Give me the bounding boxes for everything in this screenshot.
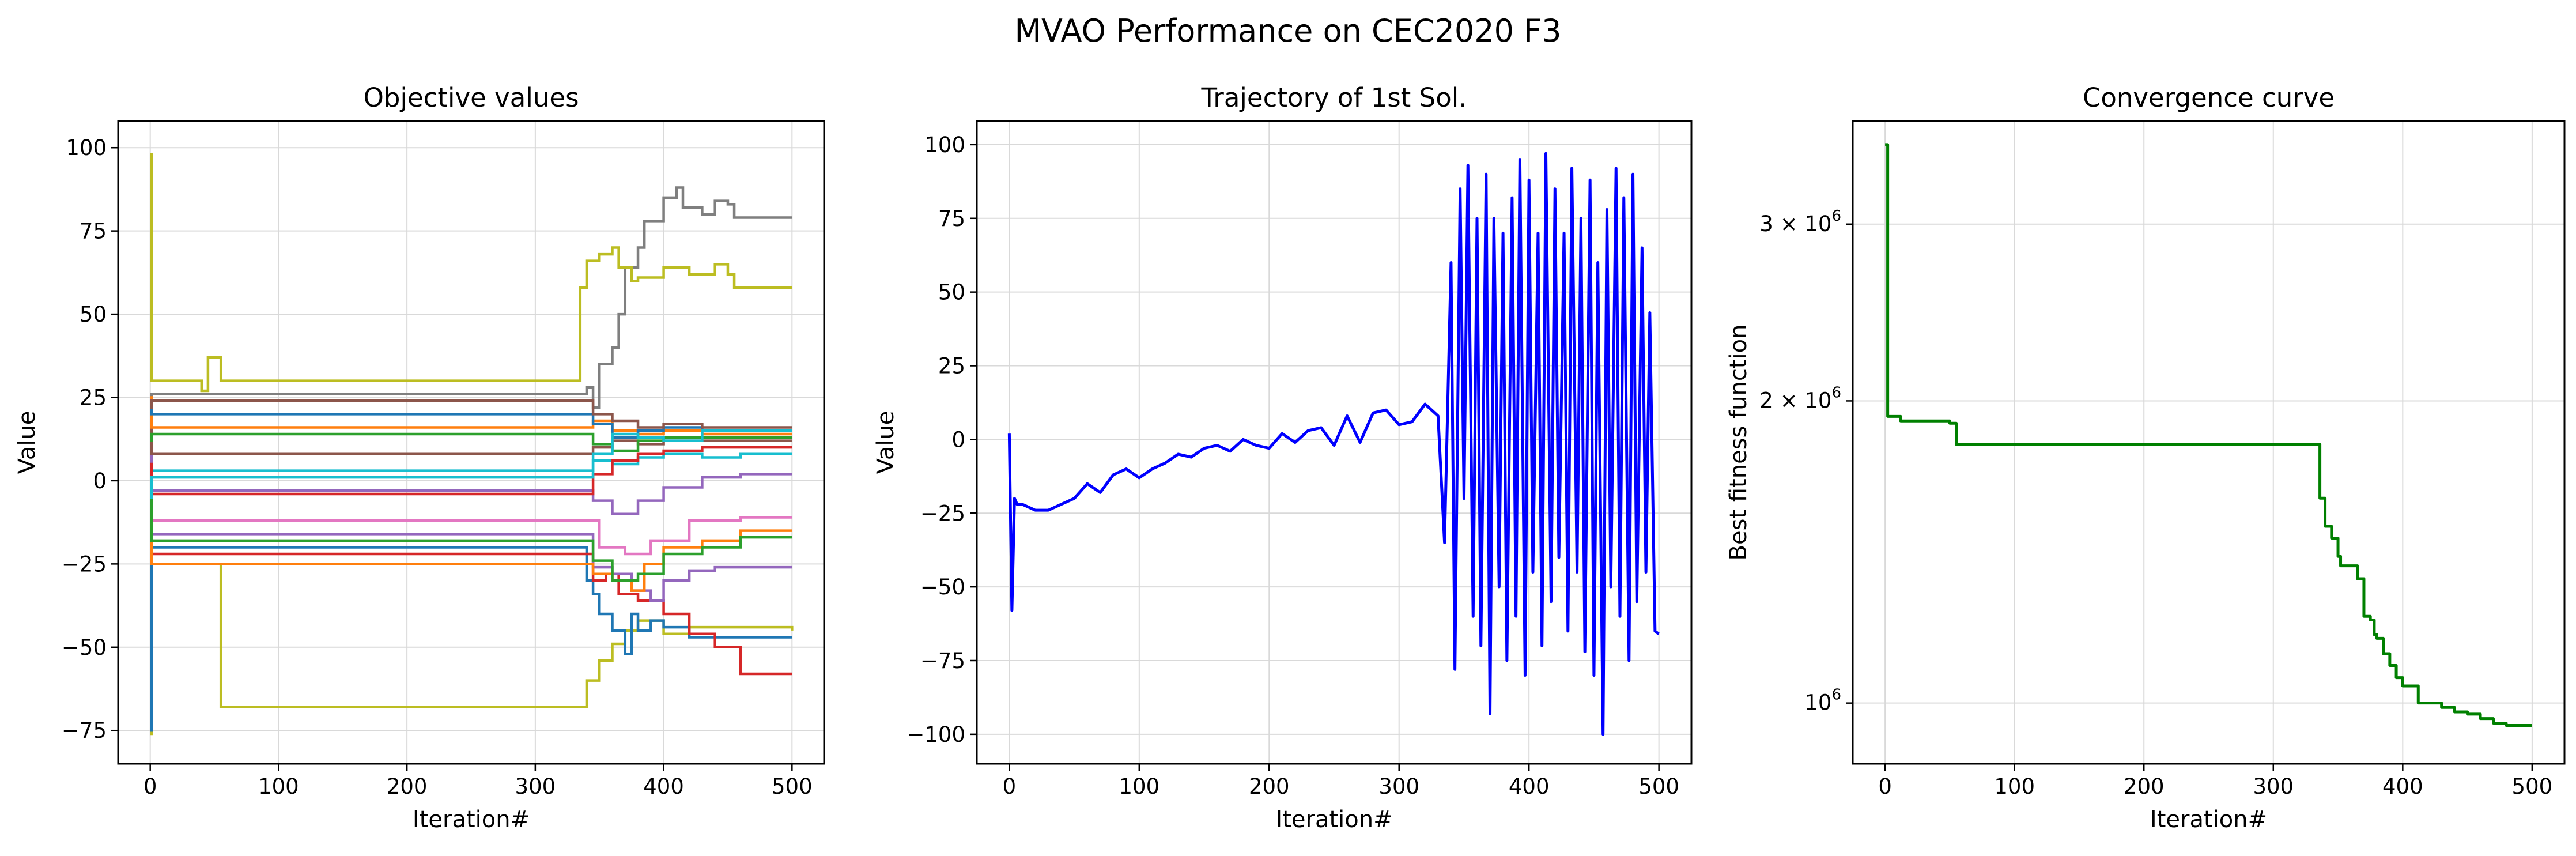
y-tick-label: −100 xyxy=(906,722,965,747)
x-tick-label: 200 xyxy=(1249,774,1290,799)
axes-frame xyxy=(976,120,1693,765)
x-tick-label: 0 xyxy=(1003,774,1017,799)
x-tick-label: 300 xyxy=(2253,774,2294,799)
y-tick-label: 75 xyxy=(80,219,107,244)
y-tick-label: 3 × 106 xyxy=(1759,208,1841,236)
y-tick-label: 0 xyxy=(951,427,965,452)
plot-area xyxy=(150,153,794,736)
y-tick-label: 2 × 106 xyxy=(1759,384,1841,413)
x-tick-label: 100 xyxy=(258,774,299,799)
y-tick-label: −75 xyxy=(920,648,965,673)
y-tick-exponent: 6 xyxy=(1831,208,1841,225)
series-line-4 xyxy=(150,546,792,732)
y-tick-exponent: 6 xyxy=(1831,687,1841,704)
y-tick-base: 3 × 10 xyxy=(1759,212,1831,236)
y-tick-label: 50 xyxy=(80,302,107,327)
subplot-title: Convergence curve xyxy=(2083,82,2335,113)
x-tick-label: 200 xyxy=(387,774,428,799)
series-line-17 xyxy=(150,399,792,429)
series-line-18 xyxy=(150,429,792,499)
y-tick-label: 106 xyxy=(1804,687,1841,715)
x-axis-label: Iteration# xyxy=(1275,806,1392,833)
series-line-11 xyxy=(150,452,792,476)
subplot-1: 0 100 200 300 400 500 −75 −50 −25 0 25 50 75 100 Objec… xyxy=(14,82,825,833)
x-tick-label: 500 xyxy=(2512,774,2553,799)
x-tick-label: 500 xyxy=(772,774,813,799)
y-tick-label: 50 xyxy=(938,280,965,305)
series-line-7 xyxy=(150,516,792,556)
series-line-9 xyxy=(150,406,792,582)
x-tick-label: 400 xyxy=(643,774,684,799)
x-tick-label: 100 xyxy=(1119,774,1160,799)
y-tick-label: −50 xyxy=(62,635,107,660)
x-tick-label: 200 xyxy=(2124,774,2165,799)
y-tick-label: 100 xyxy=(924,133,965,157)
axes-frame xyxy=(117,120,825,765)
series-line-8 xyxy=(150,413,792,592)
series-line-16 xyxy=(150,432,792,452)
series-line-2 xyxy=(150,153,792,393)
y-axis-label: Value xyxy=(14,411,40,474)
subplot-title: Trajectory of 1st Sol. xyxy=(1200,82,1467,113)
plot-area xyxy=(1884,143,2532,727)
y-tick-label: 25 xyxy=(938,354,965,379)
y-tick-exponent: 6 xyxy=(1831,384,1841,401)
plot-area xyxy=(1007,152,1660,736)
y-tick-label: 0 xyxy=(93,469,107,493)
subplot-2: 0 100 200 300 400 500 −100 −75 −50 −25 0 25 50 75 100 T… xyxy=(872,82,1693,833)
subplot-title: Objective values xyxy=(363,82,579,113)
series-line-3 xyxy=(150,563,794,736)
x-tick-label: 300 xyxy=(515,774,556,799)
y-axis-label: Best fitness function xyxy=(1725,325,1752,561)
series-line-5 xyxy=(150,552,792,676)
x-axis-label: Iteration# xyxy=(413,806,530,833)
y-tick-label: −50 xyxy=(920,575,965,599)
y-axis-label: Value xyxy=(872,411,899,474)
y-tick-label: 25 xyxy=(80,386,107,410)
x-tick-label: 500 xyxy=(1638,774,1679,799)
series-line-12 xyxy=(150,446,792,496)
x-tick-label: 400 xyxy=(2382,774,2423,799)
series-line-10 xyxy=(150,429,792,515)
x-tick-label: 0 xyxy=(143,774,157,799)
axes-frame xyxy=(1852,120,2566,765)
y-tick-base: 10 xyxy=(1804,691,1831,715)
convergence-line xyxy=(1884,143,2532,727)
y-tick-label: 75 xyxy=(938,206,965,231)
y-tick-label: 100 xyxy=(66,135,107,160)
x-tick-label: 400 xyxy=(1509,774,1550,799)
x-axis-label: Iteration# xyxy=(2150,806,2267,833)
y-tick-label: −25 xyxy=(920,501,965,526)
x-tick-label: 0 xyxy=(1878,774,1892,799)
x-tick-label: 300 xyxy=(1378,774,1419,799)
figure-suptitle: MVAO Performance on CEC2020 F3 xyxy=(1014,13,1561,49)
x-tick-label: 100 xyxy=(1994,774,2035,799)
y-tick-label: −75 xyxy=(62,718,107,743)
series-line-1 xyxy=(150,186,792,472)
y-tick-label: −25 xyxy=(62,552,107,576)
trajectory-line xyxy=(1007,152,1660,736)
y-tick-base: 2 × 10 xyxy=(1759,388,1831,413)
